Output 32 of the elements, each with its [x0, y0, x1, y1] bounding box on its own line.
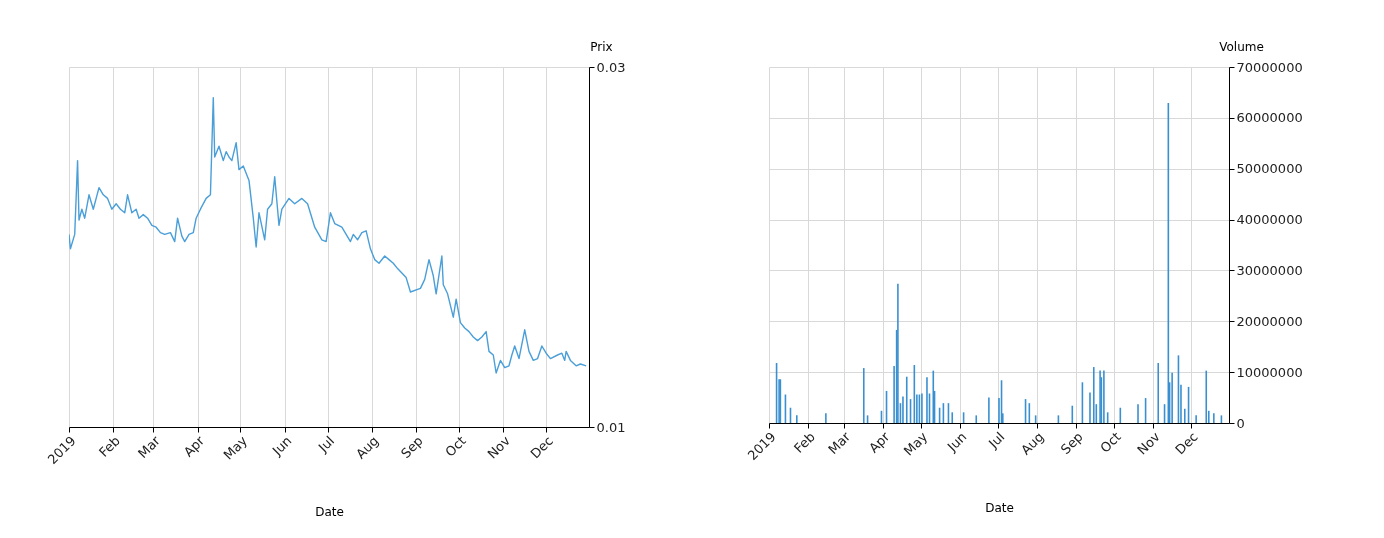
x-tick-label: Oct — [1097, 429, 1124, 456]
y-tick-label: 20000000 — [1236, 313, 1303, 329]
y-tick-label: 30000000 — [1236, 262, 1303, 278]
y-tick-label: 70000000 — [1236, 59, 1303, 75]
x-tick-label: Jul — [314, 433, 338, 456]
y-tick-label: 40000000 — [1236, 212, 1303, 228]
x-tick-label: Oct — [442, 433, 469, 460]
x-axis-title: Date — [985, 501, 1014, 516]
x-tick-label: Dec — [527, 433, 556, 462]
y-axis-title: Prix — [590, 39, 613, 54]
x-tick-label: Sep — [1057, 429, 1086, 458]
x-axis-title: Date — [315, 505, 344, 520]
y-axis-title: Volume — [1219, 39, 1264, 54]
y-tick-label: 50000000 — [1236, 161, 1303, 177]
y-tick-label: 0.03 — [596, 59, 626, 75]
x-tick-label: Apr — [865, 428, 893, 456]
x-tick-label: Sep — [397, 433, 426, 462]
x-tick-label: Feb — [790, 429, 818, 456]
x-tick-label: Jul — [985, 429, 1008, 452]
x-tick-label: Nov — [484, 432, 514, 462]
y-tick-label: 0.01 — [596, 419, 626, 435]
x-tick-label: Nov — [1134, 428, 1164, 458]
x-tick-label: Mar — [825, 428, 854, 458]
y-tick-label: 0 — [1236, 415, 1245, 431]
x-tick-label: Jun — [943, 429, 970, 455]
x-tick-label: Jun — [268, 433, 295, 459]
y-tick-label: 10000000 — [1236, 364, 1303, 380]
x-tick-label: Dec — [1172, 429, 1201, 458]
x-tick-label: Mar — [135, 432, 164, 462]
x-tick-label: Feb — [96, 433, 123, 460]
x-tick-label: Apr — [180, 432, 208, 460]
y-tick-label: 60000000 — [1236, 110, 1303, 126]
